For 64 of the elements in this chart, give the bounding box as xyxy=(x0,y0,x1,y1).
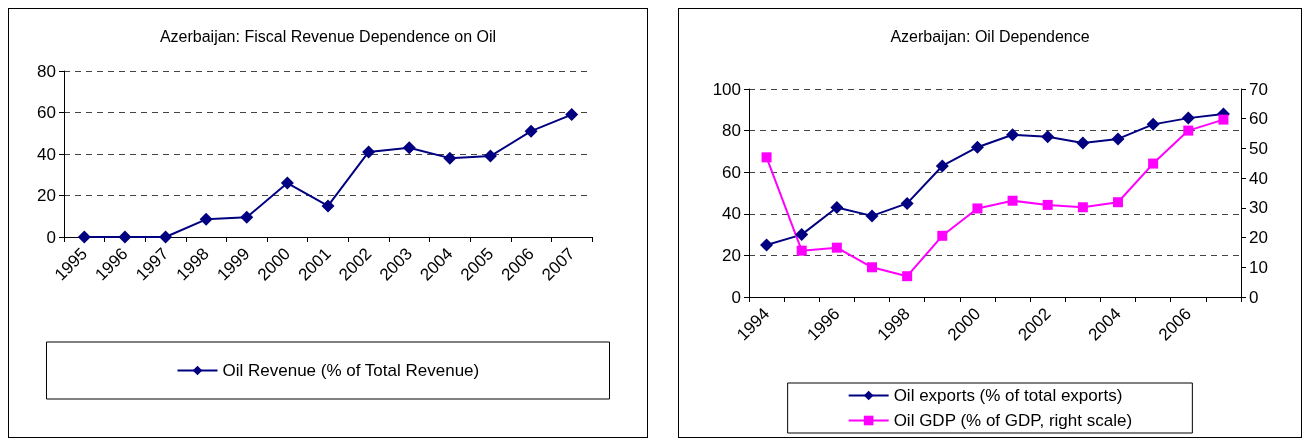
point xyxy=(1006,128,1020,142)
point xyxy=(1041,130,1055,144)
point xyxy=(937,230,948,241)
y-tick-label: 0 xyxy=(731,287,741,307)
y2-tick-label: 70 xyxy=(1249,79,1268,99)
point xyxy=(900,196,914,210)
y-tick-label: 20 xyxy=(37,186,56,205)
point xyxy=(1183,125,1194,136)
point xyxy=(524,124,538,138)
point xyxy=(199,212,213,226)
point xyxy=(159,230,173,244)
y2-tick-label: 10 xyxy=(1249,257,1268,277)
point xyxy=(1146,117,1160,131)
point xyxy=(321,199,335,213)
point xyxy=(972,203,983,214)
y-tick-label: 80 xyxy=(722,121,741,141)
y2-tick-label: 60 xyxy=(1249,109,1268,129)
point xyxy=(443,151,457,165)
point xyxy=(902,271,913,282)
y2-tick-label: 30 xyxy=(1249,198,1268,218)
point xyxy=(970,140,984,154)
point xyxy=(1111,132,1125,146)
y-tick-label: 20 xyxy=(722,245,741,265)
point xyxy=(831,242,842,253)
point xyxy=(402,141,416,155)
y-tick-label: 40 xyxy=(37,144,56,164)
point xyxy=(280,176,294,190)
point xyxy=(1007,195,1018,206)
point xyxy=(1218,114,1229,125)
point xyxy=(830,201,844,215)
point xyxy=(795,228,809,242)
point xyxy=(1076,136,1090,150)
point xyxy=(1181,111,1195,125)
point xyxy=(867,262,877,273)
point xyxy=(761,152,772,163)
y-tick-label: 40 xyxy=(722,204,741,224)
point xyxy=(1148,158,1159,169)
chart-title: Azerbaijan: Oil Dependence xyxy=(890,27,1090,45)
point xyxy=(362,145,376,159)
y2-tick-label: 20 xyxy=(1249,228,1268,248)
point xyxy=(118,230,132,244)
point xyxy=(760,238,774,252)
y-tick-label: 80 xyxy=(37,61,56,81)
point xyxy=(240,210,254,224)
chart-title: Azerbaijan: Fiscal Revenue Dependence on Oil xyxy=(159,27,497,45)
y-tick-label: 60 xyxy=(722,162,741,182)
y2-tick-label: 40 xyxy=(1249,168,1268,188)
legend-label: Oil GDP (% of GDP, right scale) xyxy=(893,411,1133,430)
point xyxy=(1077,202,1088,213)
legend-label: Oil exports (% of total exports) xyxy=(893,386,1123,405)
point xyxy=(1042,199,1053,210)
point xyxy=(935,159,949,173)
y2-tick-label: 0 xyxy=(1249,287,1259,307)
y2-tick-label: 50 xyxy=(1249,138,1268,158)
point xyxy=(865,209,879,223)
y-tick-label: 60 xyxy=(37,103,56,122)
point xyxy=(565,108,579,122)
y-tick-label: 0 xyxy=(46,227,56,247)
legend-label: Oil Revenue (% of Total Revenue) xyxy=(222,361,480,380)
point xyxy=(483,149,497,163)
point xyxy=(1113,197,1123,208)
point xyxy=(796,245,807,256)
point xyxy=(77,230,91,244)
y-tick-label: 100 xyxy=(712,79,741,99)
